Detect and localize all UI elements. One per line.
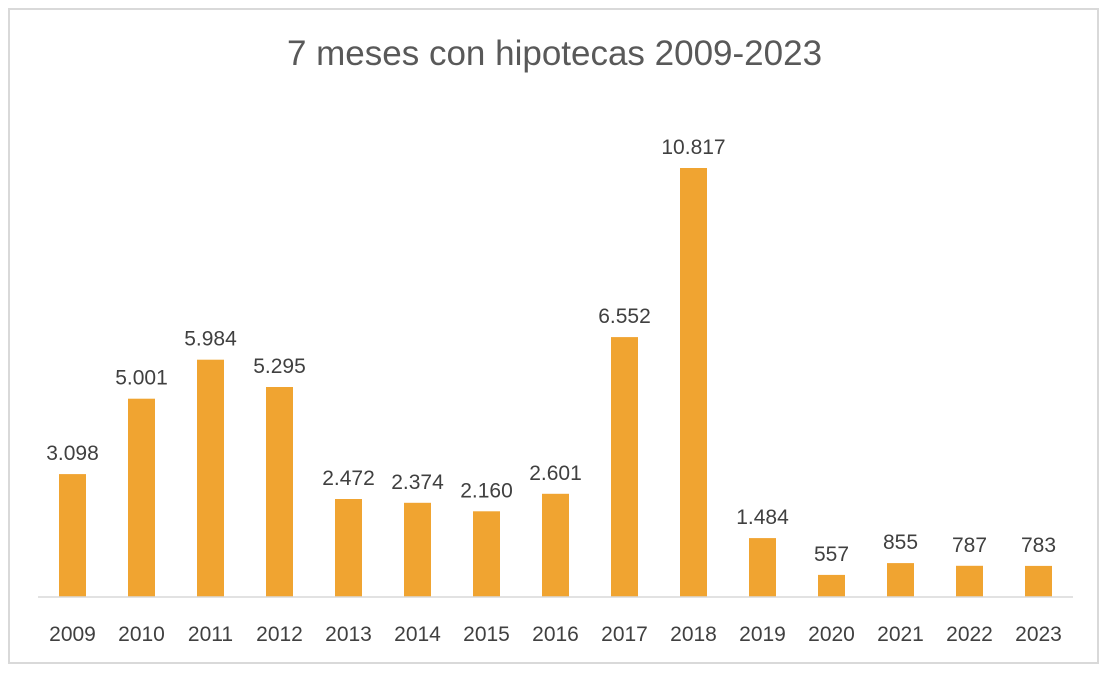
value-label-2022: 787 xyxy=(952,534,987,557)
value-label-2010: 5.001 xyxy=(115,367,168,390)
tick-label-2012: 2012 xyxy=(256,623,303,646)
bar-2018 xyxy=(680,168,707,597)
value-label-2023: 783 xyxy=(1021,534,1056,557)
value-label-2018: 10.817 xyxy=(661,136,725,159)
bar-2010 xyxy=(128,398,155,597)
tick-label-2014: 2014 xyxy=(394,623,441,646)
value-label-2013: 2.472 xyxy=(322,467,375,490)
bar-2021 xyxy=(887,563,914,597)
value-label-2011: 5.984 xyxy=(184,328,237,351)
bar-2009 xyxy=(59,474,86,597)
tick-label-2009: 2009 xyxy=(49,623,96,646)
value-label-2014: 2.374 xyxy=(391,471,444,494)
value-label-2009: 3.098 xyxy=(46,442,99,465)
tick-label-2017: 2017 xyxy=(601,623,648,646)
bar-2016 xyxy=(542,493,569,597)
value-label-2012: 5.295 xyxy=(253,355,306,378)
bar-2020 xyxy=(818,574,845,597)
bar-2022 xyxy=(956,565,983,597)
bar-2014 xyxy=(404,502,431,597)
bar-2019 xyxy=(749,538,776,597)
bar-2013 xyxy=(335,499,362,597)
tick-label-2021: 2021 xyxy=(877,623,924,646)
bar-2015 xyxy=(473,511,500,597)
tick-labels-group: 2009 2010 2011 2012 2013 2014 2015 2016 2017 2018… xyxy=(49,623,1062,646)
value-label-2017: 6.552 xyxy=(598,305,651,328)
value-label-2019: 1.484 xyxy=(736,506,789,529)
tick-label-2019: 2019 xyxy=(739,623,786,646)
tick-label-2010: 2010 xyxy=(118,623,165,646)
bar-2017 xyxy=(611,337,638,597)
tick-label-2011: 2011 xyxy=(188,623,233,646)
tick-label-2022: 2022 xyxy=(946,623,993,646)
tick-label-2018: 2018 xyxy=(670,623,717,646)
bar-2012 xyxy=(266,387,293,597)
tick-label-2016: 2016 xyxy=(532,623,579,646)
value-label-2016: 2.601 xyxy=(529,462,582,485)
bar-2011 xyxy=(197,359,224,597)
value-labels-group: 3.098 5.001 5.984 5.295 2.472 2.374 2.160 2.601… xyxy=(46,136,1056,566)
bar-2023 xyxy=(1025,565,1052,597)
tick-label-2013: 2013 xyxy=(325,623,372,646)
tick-label-2023: 2023 xyxy=(1015,623,1062,646)
chart-title: 7 meses con hipotecas 2009-2023 xyxy=(286,34,823,73)
tick-label-2015: 2015 xyxy=(463,623,510,646)
bars-group xyxy=(59,168,1052,597)
value-label-2015: 2.160 xyxy=(460,479,513,502)
value-label-2020: 557 xyxy=(814,543,849,566)
tick-label-2020: 2020 xyxy=(808,623,855,646)
value-label-2021: 855 xyxy=(883,531,918,554)
